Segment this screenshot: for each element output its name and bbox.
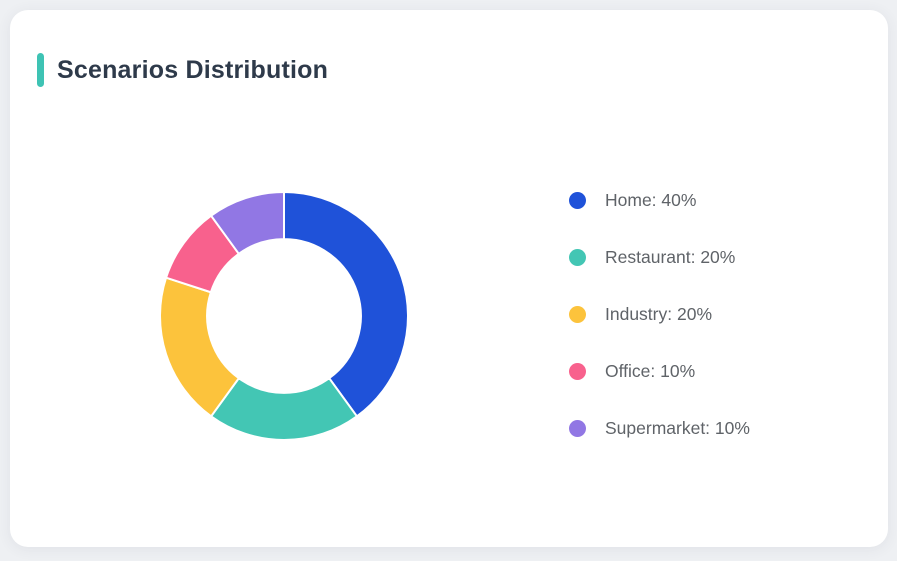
donut-slice-industry[interactable]: [159, 276, 240, 418]
chart-legend: Home: 40% Restaurant: 20% Industry: 20% Off…: [569, 172, 750, 457]
legend-swatch-office: [569, 363, 586, 380]
legend-item-restaurant[interactable]: Restaurant: 20%: [569, 229, 750, 286]
legend-label-industry: Industry: 20%: [605, 304, 712, 324]
legend-label-home: Home: 40%: [605, 190, 697, 210]
page-title: Scenarios Distribution: [57, 56, 329, 84]
donut-slice-home[interactable]: [283, 191, 409, 418]
legend-item-industry[interactable]: Industry: 20%: [569, 286, 750, 343]
scenarios-distribution-card: Scenarios Distribution Home: 40% Restaura…: [10, 10, 888, 547]
legend-swatch-restaurant: [569, 249, 586, 266]
legend-item-supermarket[interactable]: Supermarket: 10%: [569, 400, 750, 457]
legend-item-office[interactable]: Office: 10%: [569, 343, 750, 400]
legend-label-office: Office: 10%: [605, 361, 696, 381]
legend-label-restaurant: Restaurant: 20%: [605, 247, 736, 267]
legend-swatch-industry: [569, 306, 586, 323]
legend-item-home[interactable]: Home: 40%: [569, 172, 750, 229]
legend-swatch-home: [569, 192, 586, 209]
legend-label-supermarket: Supermarket: 10%: [605, 418, 750, 438]
donut-chart-svg: [159, 191, 409, 441]
donut-slice-supermarket[interactable]: [210, 191, 285, 255]
donut-chart: [154, 186, 414, 446]
legend-swatch-supermarket: [569, 420, 586, 437]
title-accent-bar: [37, 53, 44, 87]
card-header: Scenarios Distribution: [37, 53, 328, 87]
